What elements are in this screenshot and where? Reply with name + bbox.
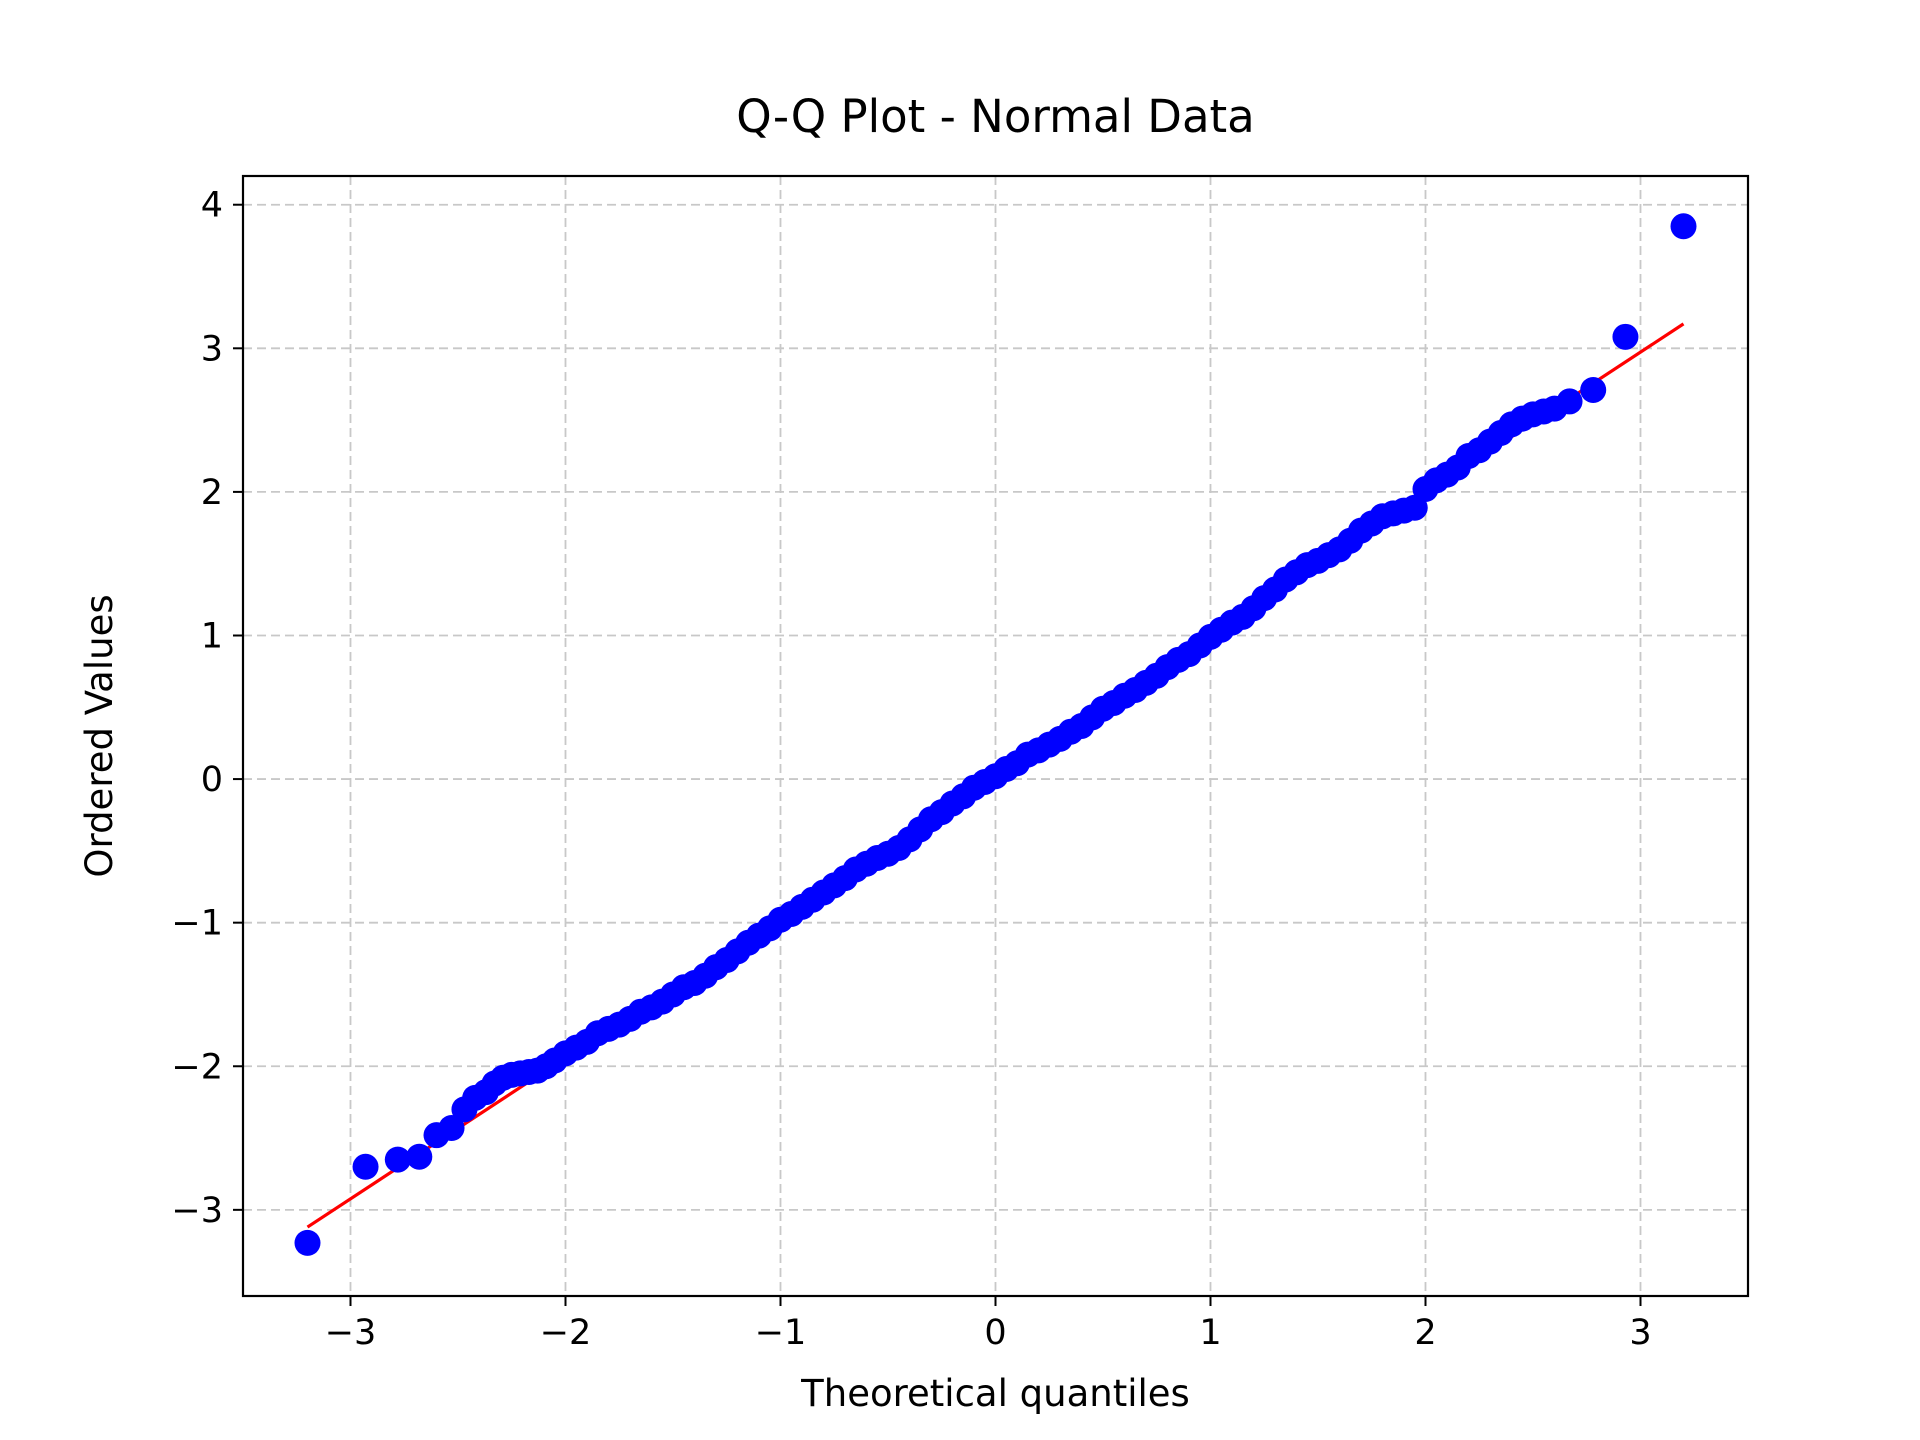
y-tick-label: −2: [171, 1047, 223, 1087]
data-point: [384, 1146, 411, 1173]
x-tick-label: 2: [1414, 1313, 1436, 1353]
grid: [243, 176, 1748, 1296]
data-point: [294, 1229, 321, 1256]
y-tick-label: 1: [201, 616, 223, 656]
data-points: [294, 213, 1697, 1256]
data-point: [406, 1143, 433, 1170]
x-tick-label: −2: [540, 1313, 592, 1353]
y-tick-label: 4: [201, 186, 223, 226]
y-tick-label: 3: [201, 329, 223, 369]
x-tick-label: −3: [325, 1313, 377, 1353]
x-tick-label: 3: [1629, 1313, 1651, 1353]
data-point: [1670, 213, 1697, 240]
y-tick-label: −3: [171, 1191, 223, 1231]
data-point: [1580, 376, 1607, 403]
axis-ticks: −3 −2 −1 0 1 2 3 −3 −2 −1 0 1 2 3 4: [171, 186, 1651, 1353]
x-tick-label: 0: [984, 1313, 1006, 1353]
x-tick-label: 1: [1199, 1313, 1221, 1353]
x-tick-label: −1: [755, 1313, 807, 1353]
data-point: [352, 1153, 379, 1180]
x-axis-label: Theoretical quantiles: [800, 1372, 1190, 1415]
data-point: [1556, 388, 1583, 415]
y-tick-label: −1: [171, 904, 223, 944]
data-point: [1612, 323, 1639, 350]
chart-title: Q-Q Plot - Normal Data: [736, 90, 1255, 143]
data-point: [438, 1115, 465, 1141]
y-tick-label: 2: [201, 473, 223, 513]
y-tick-label: 0: [201, 760, 223, 800]
y-axis-label: Ordered Values: [78, 594, 121, 877]
